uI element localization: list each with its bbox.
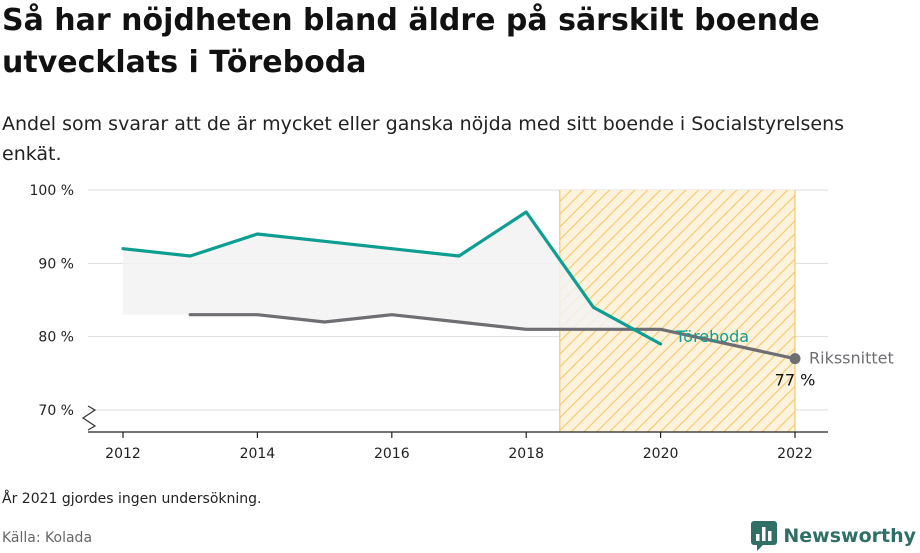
brand-logo: Newsworthy <box>751 519 916 553</box>
x-tick-label: 2020 <box>643 446 679 462</box>
y-tick-label: 100 % <box>30 183 74 199</box>
newsworthy-logo-icon <box>751 521 778 551</box>
x-axis: 2012 2014 2016 2018 2020 2022 <box>81 405 828 462</box>
y-tick-label: 70 % <box>38 403 74 419</box>
end-point-rikssnittet <box>789 353 801 365</box>
series-label-toreboda: Töreboda <box>675 327 749 346</box>
axis-break-icon <box>81 405 97 431</box>
chart-title: Så har nöjdheten bland äldre på särskilt… <box>2 3 820 80</box>
area-fill <box>123 212 635 330</box>
series-labels: Töreboda Rikssnittet 77 % <box>675 327 894 390</box>
x-tick-label: 2018 <box>508 446 544 462</box>
series-lines <box>121 210 801 365</box>
chart-subtitle: Andel som svarar att de är mycket eller … <box>2 113 845 165</box>
line-chart: 70 %80 %90 %100 % 2012 2014 2016 2018 2020 20… <box>30 183 894 462</box>
end-value-label: 77 % <box>775 371 816 390</box>
x-tick-label: 2012 <box>105 446 141 462</box>
source-note: Källa: Kolada <box>2 530 93 546</box>
x-tick-label: 2014 <box>240 446 276 462</box>
y-tick-label: 80 % <box>38 330 74 346</box>
footnote: År 2021 gjordes ingen undersökning. <box>2 491 262 507</box>
series-line-toreboda <box>121 210 663 346</box>
series-line-rikssnittet <box>188 313 797 361</box>
brand-name: Newsworthy <box>783 525 916 547</box>
series-label-rikssnittet: Rikssnittet <box>809 349 894 368</box>
y-tick-label: 90 % <box>38 256 74 272</box>
x-tick-label: 2016 <box>374 446 410 462</box>
x-tick-label: 2022 <box>777 446 813 462</box>
area-between-series <box>123 212 635 330</box>
